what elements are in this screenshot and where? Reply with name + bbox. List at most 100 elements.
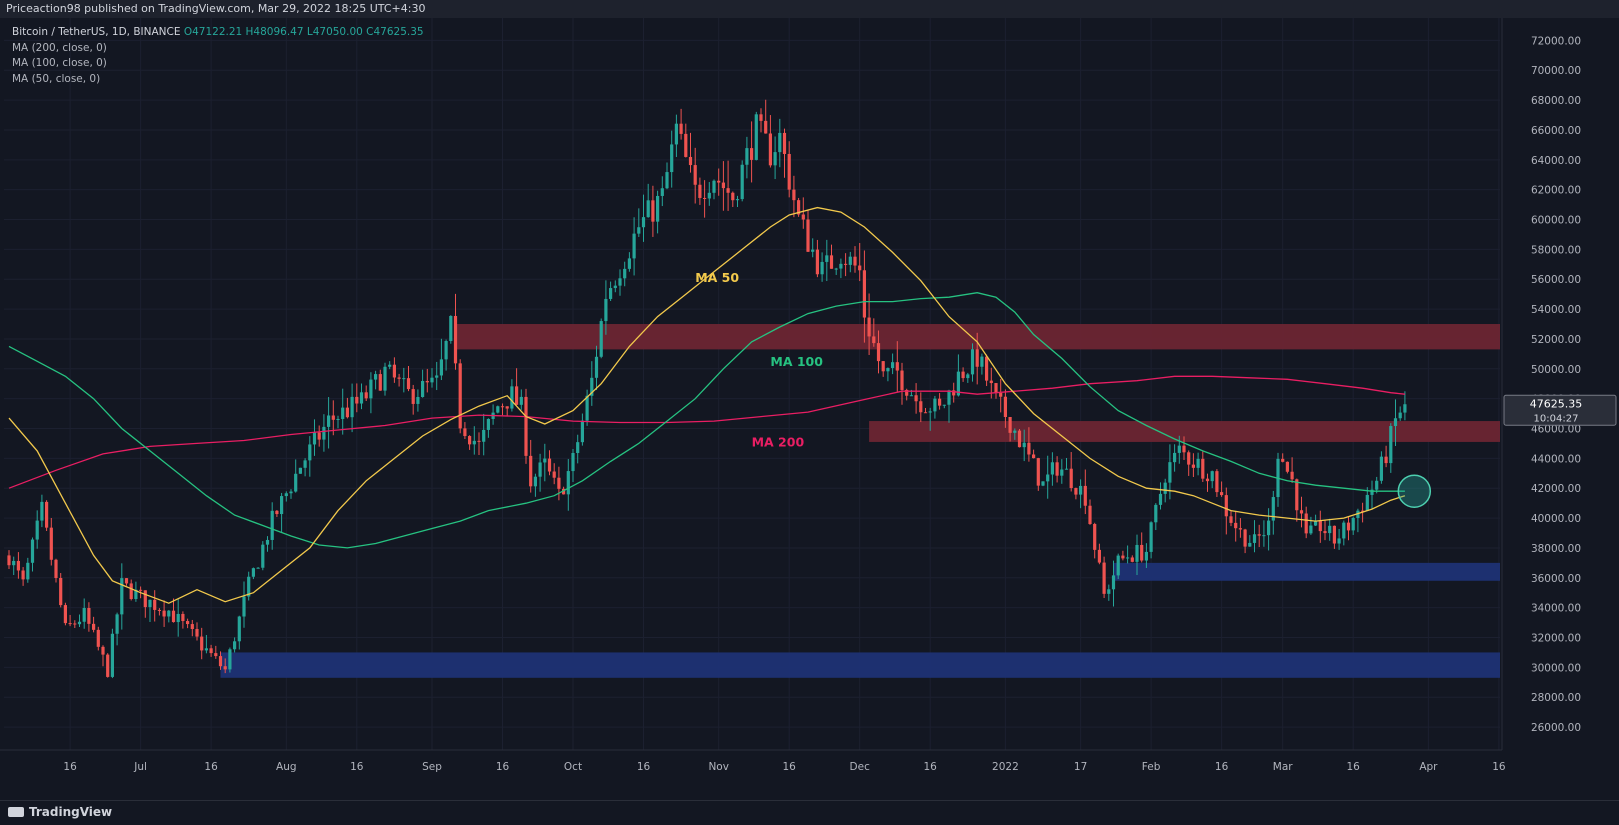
candle-body — [63, 605, 67, 624]
y-tick-label: 36000.00 — [1531, 573, 1581, 585]
candle-body — [571, 452, 575, 472]
candle-body — [270, 510, 274, 540]
candle-body — [167, 610, 171, 617]
candle-body — [844, 263, 848, 265]
x-tick-label: Mar — [1273, 761, 1293, 773]
candlestick-chart[interactable]: MA 50 MA 100 MA 200 26000.00 28000.00 30000.0… — [0, 18, 1619, 800]
candle-body — [468, 436, 472, 445]
candle-body — [195, 629, 199, 637]
footer-bar: TradingView — [0, 800, 1619, 825]
candle-body — [218, 656, 223, 667]
candle-body — [1318, 520, 1322, 532]
candle-body — [1285, 461, 1289, 472]
candle-body — [778, 132, 782, 153]
candle-body — [162, 610, 166, 617]
candle-body — [54, 559, 58, 578]
candle-body — [721, 182, 725, 189]
candle-body — [801, 214, 805, 220]
candle-body — [1290, 471, 1294, 480]
x-tick-label: 16 — [1215, 761, 1229, 773]
candle-body — [599, 321, 603, 357]
candle-body — [30, 539, 35, 563]
y-tick-label: 28000.00 — [1531, 692, 1581, 704]
candle-body — [453, 315, 458, 364]
candle-body — [905, 389, 909, 396]
candle-body — [510, 386, 514, 409]
candle-body — [181, 613, 185, 622]
candle-body — [1314, 520, 1318, 526]
candle-body — [265, 539, 270, 545]
candle-body — [1032, 454, 1036, 459]
candle-body — [416, 397, 420, 404]
candle-body — [797, 200, 801, 215]
candle-body — [768, 133, 772, 166]
candle-body — [1041, 481, 1045, 486]
candle-body — [759, 114, 763, 121]
last-price-label: 47625.35 — [1530, 397, 1583, 410]
candle-body — [124, 578, 129, 584]
candle-body — [1069, 468, 1073, 489]
candle-body — [383, 366, 387, 391]
candle-body — [994, 383, 998, 393]
candle-body — [482, 429, 486, 442]
candle-body — [1046, 474, 1050, 482]
candle-body — [1356, 510, 1360, 518]
candle-body — [115, 614, 119, 634]
candle-body — [829, 255, 834, 269]
candle-body — [1295, 479, 1299, 511]
candle-body — [665, 172, 669, 189]
candle-body — [92, 623, 96, 630]
tradingview-logo[interactable]: TradingView — [8, 805, 112, 819]
candle-body — [707, 192, 711, 199]
candle-body — [16, 560, 20, 571]
y-tick-label: 70000.00 — [1531, 65, 1581, 77]
candle-body — [806, 219, 810, 252]
candle-body — [129, 583, 133, 600]
candle-body — [82, 607, 86, 622]
indicator-ma50[interactable]: MA (50, close, 0) — [12, 72, 101, 85]
candle-body — [312, 432, 317, 445]
candle-body — [458, 363, 462, 429]
candle-body — [698, 184, 702, 198]
candle-body — [284, 493, 288, 497]
candle-body — [110, 633, 114, 677]
candle-body — [369, 379, 373, 399]
candle-body — [1079, 485, 1083, 495]
candle-body — [505, 406, 509, 409]
candle-body — [735, 199, 740, 201]
candle-body — [858, 265, 862, 271]
candle-body — [1332, 525, 1336, 544]
candle-body — [848, 256, 852, 265]
candle-body — [980, 356, 984, 367]
y-tick-label: 26000.00 — [1531, 722, 1581, 734]
indicator-ma200[interactable]: MA (200, close, 0) — [12, 41, 107, 54]
candle-body — [298, 467, 302, 474]
candle-body — [430, 377, 434, 383]
x-tick-label: Aug — [276, 761, 297, 773]
candle-body — [214, 653, 218, 657]
candle-body — [956, 371, 960, 396]
candle-body — [1342, 522, 1346, 539]
candle-body — [1107, 589, 1111, 594]
candle-body — [1126, 557, 1130, 559]
candle-body — [970, 349, 975, 375]
candle-body — [228, 649, 232, 670]
y-tick-label: 44000.00 — [1531, 453, 1581, 465]
symbol-name[interactable]: Bitcoin / TetherUS, 1D, BINANCE — [12, 26, 181, 38]
candle-body — [862, 270, 866, 318]
candle-body — [585, 395, 589, 421]
candle-body — [275, 510, 279, 515]
candle-body — [825, 255, 829, 262]
ma100-line — [8, 292, 1405, 549]
indicator-ma100[interactable]: MA (100, close, 0) — [12, 57, 107, 69]
candle-body — [327, 415, 331, 427]
candle-body — [1238, 528, 1242, 530]
y-tick-label: 46000.00 — [1531, 424, 1581, 436]
candle-body — [576, 442, 580, 453]
candle-body — [1224, 495, 1228, 517]
candle-body — [989, 380, 993, 384]
candle-body — [1191, 464, 1195, 468]
candle-body — [1177, 445, 1181, 453]
candle-body — [1215, 471, 1219, 493]
